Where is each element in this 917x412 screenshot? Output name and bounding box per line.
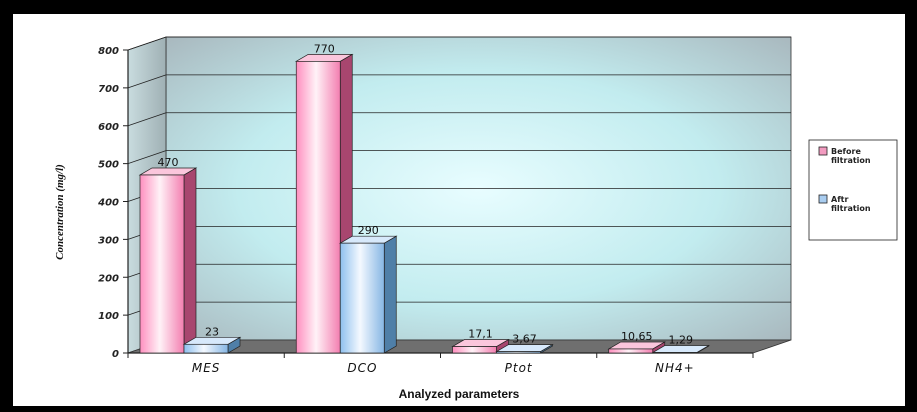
data-label: 3,67 — [512, 333, 537, 346]
data-label: 10,65 — [621, 330, 653, 343]
axes: 0 100 200 300 400 500 600 700 800 MES DCO Ptot NH4+ — [97, 46, 754, 375]
gridline-side — [127, 36, 167, 51]
bar — [294, 53, 354, 354]
data-label: 470 — [158, 156, 179, 169]
data-labels: 470 770 17,1 10,65 23 290 3,67 1,29 — [158, 42, 694, 346]
legend-label: Before — [831, 147, 861, 156]
y-tick-label: 200 — [98, 273, 119, 284]
legend-label: Aftr — [831, 195, 848, 204]
legend-swatch — [818, 194, 828, 204]
legend-label: filtration — [831, 204, 871, 213]
plot-walls — [127, 36, 792, 354]
y-tick-label: 500 — [98, 160, 119, 171]
y-tick-label: 100 — [98, 311, 119, 322]
bar-front — [452, 346, 497, 354]
bar-front — [295, 61, 341, 354]
bar-front — [496, 351, 541, 354]
data-label: 290 — [358, 224, 379, 237]
legend-label: filtration — [831, 156, 871, 165]
y-axis-title: Concentration (mg/l) — [54, 164, 66, 260]
y-tick-label: 300 — [98, 235, 119, 246]
bar — [338, 235, 398, 354]
y-tick-label: 700 — [98, 84, 119, 95]
legend-box — [808, 139, 898, 241]
bar-front — [139, 174, 185, 354]
y-tick-label: 0 — [112, 349, 119, 360]
x-tick-label: MES — [192, 361, 221, 375]
bar — [182, 336, 242, 354]
x-tick-label: DCO — [347, 361, 377, 375]
bar — [451, 338, 510, 354]
data-label: 770 — [314, 42, 335, 55]
gridline-side — [127, 112, 167, 127]
data-label: 1,29 — [669, 334, 694, 347]
bar-front — [339, 242, 385, 354]
bar — [495, 344, 554, 354]
y-tick-label: 600 — [98, 122, 119, 133]
y-tick-label: 800 — [98, 46, 119, 57]
legend-swatch — [818, 146, 828, 156]
gridline-side — [127, 150, 167, 165]
bar-side — [183, 167, 197, 354]
data-label: 23 — [205, 325, 219, 338]
bar — [607, 341, 667, 354]
bar-front — [608, 348, 654, 354]
data-label: 17,1 — [468, 328, 493, 341]
x-axis-title: Analyzed parameters — [399, 387, 520, 401]
y-tick-label: 400 — [97, 198, 119, 209]
bar — [651, 344, 711, 354]
x-tick-label: NH4+ — [655, 361, 695, 375]
bar-front — [183, 343, 229, 354]
bars — [138, 53, 711, 354]
gridline-side — [127, 74, 167, 89]
bar — [138, 167, 198, 354]
chart-frame: 0 100 200 300 400 500 600 700 800 MES DCO Ptot NH4+ … — [13, 14, 905, 406]
x-tick-label: Ptot — [505, 361, 533, 375]
bar-side — [383, 235, 397, 354]
